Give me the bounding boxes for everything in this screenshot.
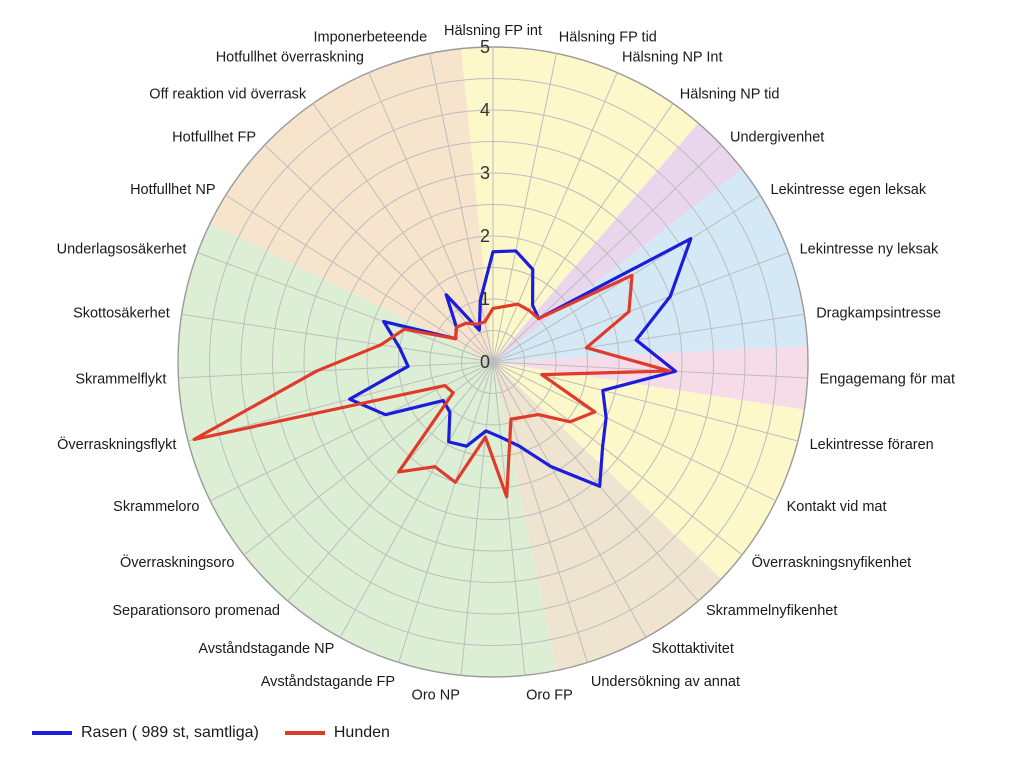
tick-label-3: 3 <box>480 163 490 183</box>
grid-spoke-14 <box>492 361 588 663</box>
sector-6 <box>178 223 557 677</box>
grid-spoke-24 <box>181 313 494 363</box>
category-label-3: Hälsning NP tid <box>680 87 780 103</box>
category-label-26: Hotfullhet NP <box>130 182 215 198</box>
category-label-6: Lekintresse ny leksak <box>800 241 939 257</box>
grid-spoke-18 <box>339 361 494 638</box>
category-label-9: Lekintresse föraren <box>810 437 934 453</box>
grid-spoke-23 <box>178 361 494 379</box>
grid-spoke-1 <box>492 53 557 363</box>
grid-spoke-26 <box>225 194 494 363</box>
grid-spoke-12 <box>492 361 699 602</box>
category-label-12: Skrammelnyfikenhet <box>706 603 837 619</box>
grid-spoke-15 <box>492 361 526 676</box>
tick-label-5: 5 <box>480 37 490 57</box>
category-label-30: Imponerbeteende <box>314 30 428 46</box>
category-label-13: Skottaktivitet <box>652 641 734 657</box>
category-label-11: Överraskningsnyfikenhet <box>752 553 912 571</box>
grid-spoke-28 <box>312 103 494 363</box>
legend-item-rasen: Rasen ( 989 st, samtliga) <box>32 724 259 742</box>
sector-7 <box>210 48 493 363</box>
category-label-25: Underlagsosäkerhet <box>57 241 187 257</box>
category-label-19: Separationsoro promenad <box>112 603 280 619</box>
tick-label-0: 0 <box>480 352 490 372</box>
grid-spoke-17 <box>398 361 494 663</box>
category-label-2: Hälsning NP Int <box>622 50 722 66</box>
category-label-10: Kontakt vid mat <box>787 499 887 515</box>
grid-spoke-10 <box>492 361 777 502</box>
category-label-20: Överraskningsoro <box>120 553 234 571</box>
category-label-29: Hotfullhet överraskning <box>216 50 364 66</box>
grid-spoke-7 <box>492 313 805 363</box>
category-labels: Hälsning FP int Hälsning FP tid Hälsning N… <box>57 23 955 703</box>
category-label-22: Överraskningsflykt <box>57 435 176 453</box>
grid-spoke-6 <box>492 252 789 363</box>
data-series <box>192 237 693 499</box>
grid-spoke-22 <box>187 361 494 442</box>
category-label-7: Dragkampsintresse <box>816 306 941 322</box>
legend: Rasen ( 989 st, samtliga) Hunden <box>32 720 416 746</box>
legend-label-hunden: Hunden <box>333 724 390 741</box>
legend-swatch-hunden <box>284 731 325 735</box>
category-label-14: Undersökning av annat <box>591 674 740 690</box>
tick-label-4: 4 <box>480 100 490 120</box>
grid-spoke-16 <box>460 361 494 676</box>
radial-tick-labels: 0 1 2 3 4 5 <box>480 37 490 372</box>
grid-spoke-29 <box>368 72 494 363</box>
tick-label-1: 1 <box>480 289 490 309</box>
category-label-15: Oro FP <box>526 687 573 703</box>
category-label-28: Off reaktion vid överrask <box>149 87 307 103</box>
sector-2 <box>493 169 808 362</box>
sector-0 <box>461 47 699 363</box>
grid-spoke-4 <box>492 144 722 363</box>
category-label-18: Avståndstagande NP <box>198 641 334 657</box>
category-label-0: Hälsning FP int <box>444 23 542 39</box>
category-label-24: Skottosäkerhet <box>73 306 170 322</box>
grid-spoke-19 <box>287 361 494 602</box>
category-label-1: Hälsning FP tid <box>559 30 657 46</box>
grid-spoke-13 <box>492 361 647 638</box>
grid-spoke-25 <box>197 252 494 363</box>
category-label-5: Lekintresse egen leksak <box>771 182 927 198</box>
category-label-16: Oro NP <box>412 687 460 703</box>
grid-spoke-11 <box>492 361 743 556</box>
sector-5 <box>493 362 722 671</box>
grid-spoke-2 <box>492 72 618 363</box>
legend-swatch-rasen <box>32 731 72 735</box>
category-label-4: Undergivenhet <box>730 130 824 146</box>
grid-spoke-30 <box>429 53 494 363</box>
category-label-21: Skrammeloro <box>113 499 199 515</box>
category-label-17: Avståndstagande FP <box>261 674 395 690</box>
series-line-1 <box>192 273 671 499</box>
category-label-8: Engagemang för mat <box>820 372 955 388</box>
category-label-27: Hotfullhet FP <box>172 130 256 146</box>
grid-spoke-3 <box>492 103 674 363</box>
legend-item-hunden: Hunden <box>284 724 390 742</box>
legend-label-rasen: Rasen ( 989 st, samtliga) <box>81 724 259 741</box>
tick-label-2: 2 <box>480 226 490 246</box>
category-label-23: Skrammelflykt <box>75 372 166 388</box>
